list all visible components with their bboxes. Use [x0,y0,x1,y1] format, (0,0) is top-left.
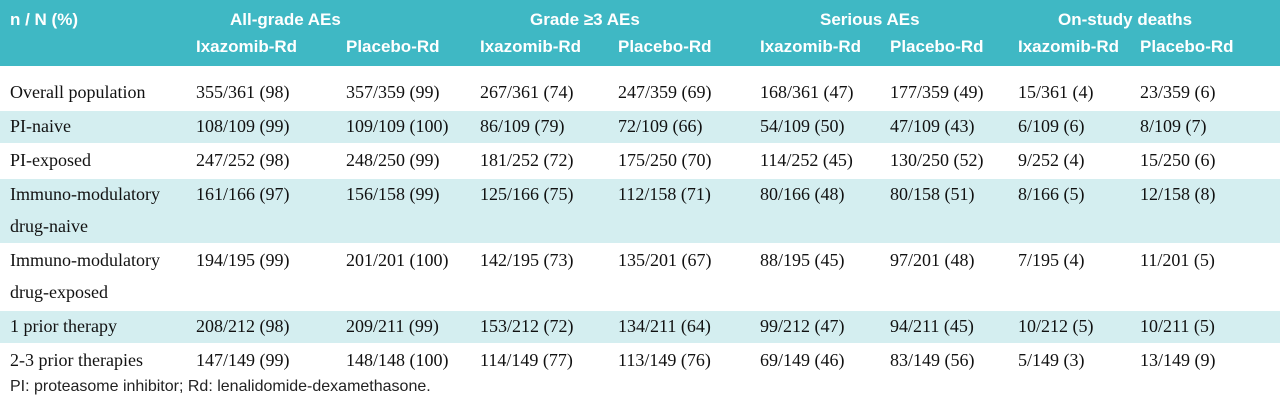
subheader: Ixazomib-Rd [1018,37,1120,56]
table-cell: 86/109 (79) [480,116,565,136]
table-cell: 6/109 (6) [1018,116,1085,136]
table-cell: 247/252 (98) [196,150,290,170]
table-header: n / N (%) All-grade AEs Grade ≥3 AEs Ser… [0,0,1280,66]
table-cell: 7/195 (4) [1018,250,1085,270]
table-cell: 13/149 (9) [1140,350,1216,370]
table-cell: 194/195 (99) [196,250,290,270]
table-row: Immuno-modulatory drug-exposed 194/195 (99… [0,245,1280,309]
table-cell: 156/158 (99) [346,184,440,204]
table-cell: 23/359 (6) [1140,82,1216,102]
table-cell: 80/166 (48) [760,184,845,204]
table-row: Overall population 355/361 (98) 357/359 (9… [0,77,1280,109]
table-cell: 267/361 (74) [480,82,574,102]
table-cell: 355/361 (98) [196,82,290,102]
table-cell: 177/359 (49) [890,82,984,102]
table-cell: 161/166 (97) [196,184,290,204]
subheader: Placebo-Rd [346,37,440,56]
table-cell: 209/211 (99) [346,316,439,336]
table-cell: 8/166 (5) [1018,184,1085,204]
row-label: PI-exposed [10,150,91,170]
table-cell: 114/149 (77) [480,350,573,370]
table-cell: 112/158 (71) [618,184,711,204]
subheader: Placebo-Rd [618,37,712,56]
table-cell: 8/109 (7) [1140,116,1207,136]
table-row: 2-3 prior therapies 147/149 (99) 148/148 (… [0,345,1280,377]
row-label: drug-naive [10,216,88,236]
row-label: 1 prior therapy [10,316,117,336]
table-row: Immuno-modulatory drug-naive 161/166 (97) 1… [0,179,1280,243]
table-cell: 12/158 (8) [1140,184,1216,204]
table-cell: 47/109 (43) [890,116,975,136]
row-label: 2-3 prior therapies [10,350,143,370]
table-cell: 135/201 (67) [618,250,712,270]
group-header-deaths: On-study deaths [1058,10,1193,29]
subheader: Placebo-Rd [1140,37,1234,56]
table-row: PI-exposed 247/252 (98) 248/250 (99) 181/25… [0,145,1280,177]
subheader: Ixazomib-Rd [760,37,862,56]
table-cell: 148/148 (100) [346,350,449,370]
table-cell: 10/212 (5) [1018,316,1094,336]
table-cell: 54/109 (50) [760,116,845,136]
table-cell: 80/158 (51) [890,184,975,204]
row-label: Overall population [10,82,146,102]
table-cell: 72/109 (66) [618,116,703,136]
table-cell: 168/361 (47) [760,82,854,102]
row-label: PI-naive [10,116,71,136]
table-cell: 15/361 (4) [1018,82,1094,102]
subheader: Placebo-Rd [890,37,984,56]
row-label: Immuno-modulatory [10,184,160,204]
table-cell: 99/212 (47) [760,316,845,336]
table-row: PI-naive 108/109 (99) 109/109 (100) 86/109 … [0,111,1280,143]
table-cell: 5/149 (3) [1018,350,1085,370]
group-header-serious: Serious AEs [820,10,920,29]
footnote: PI: proteasome inhibitor; Rd: lenalidomi… [10,378,431,395]
subheader: Ixazomib-Rd [480,37,582,56]
table-cell: 134/211 (64) [618,316,711,336]
table-cell: 109/109 (100) [346,116,449,136]
table-cell: 15/250 (6) [1140,150,1216,170]
table-cell: 142/195 (73) [480,250,574,270]
table-cell: 153/212 (72) [480,316,574,336]
row-label: drug-exposed [10,282,108,302]
subheader: Ixazomib-Rd [196,37,298,56]
table-cell: 10/211 (5) [1140,316,1215,336]
table-cell: 94/211 (45) [890,316,974,336]
table-cell: 175/250 (70) [618,150,712,170]
table-cell: 201/201 (100) [346,250,449,270]
table-cell: 97/201 (48) [890,250,975,270]
table-cell: 88/195 (45) [760,250,845,270]
table-cell: 125/166 (75) [480,184,574,204]
table-cell: 108/109 (99) [196,116,290,136]
table-cell: 357/359 (99) [346,82,440,102]
table-cell: 11/201 (5) [1140,250,1215,270]
table-cell: 83/149 (56) [890,350,975,370]
table-cell: 69/149 (46) [760,350,845,370]
table-cell: 248/250 (99) [346,150,440,170]
table-cell: 247/359 (69) [618,82,712,102]
table-cell: 114/252 (45) [760,150,853,170]
group-header-grade3: Grade ≥3 AEs [530,10,640,29]
table-cell: 208/212 (98) [196,316,290,336]
table-cell: 9/252 (4) [1018,150,1085,170]
table-cell: 113/149 (76) [618,350,711,370]
table-cell: 130/250 (52) [890,150,984,170]
table-cell: 147/149 (99) [196,350,290,370]
corner-label: n / N (%) [10,10,78,29]
table-cell: 181/252 (72) [480,150,574,170]
group-header-all-grade: All-grade AEs [230,10,341,29]
row-label: Immuno-modulatory [10,250,160,270]
table-row: 1 prior therapy 208/212 (98) 209/211 (99) 1… [0,311,1280,343]
